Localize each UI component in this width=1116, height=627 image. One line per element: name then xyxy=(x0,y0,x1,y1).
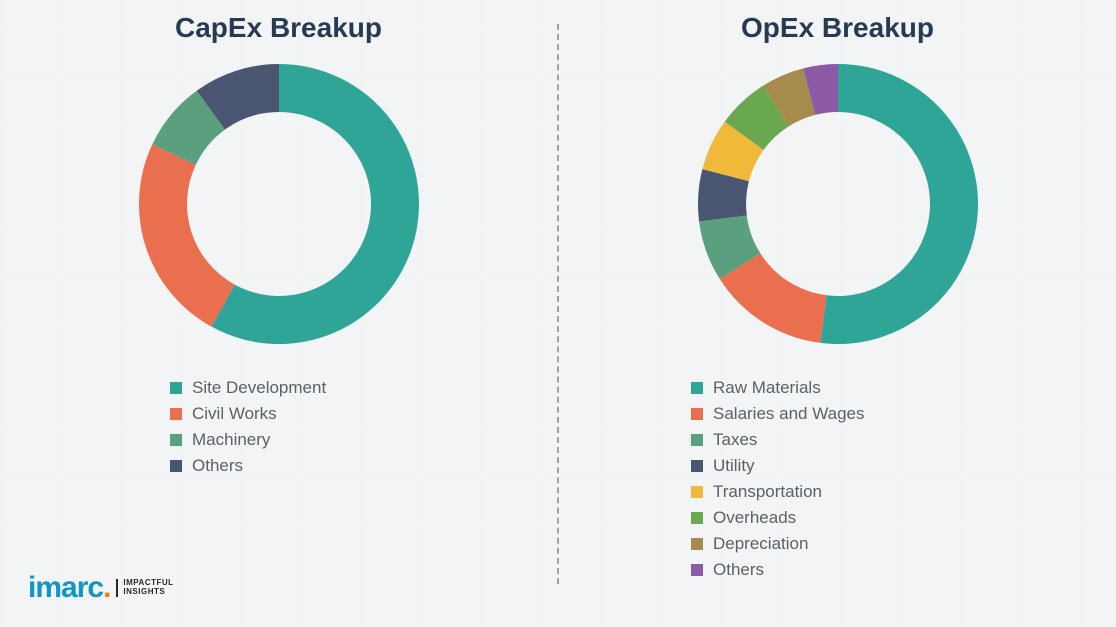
brand-name: imarc. xyxy=(28,571,110,605)
legend-label: Overheads xyxy=(713,508,796,528)
charts-row: CapEx Breakup Site Development Civil Work… xyxy=(0,0,1116,627)
legend-label: Machinery xyxy=(192,430,270,450)
legend-item: Depreciation xyxy=(691,534,865,554)
capex-title: CapEx Breakup xyxy=(175,12,382,44)
legend-item: Machinery xyxy=(170,430,326,450)
legend-label: Taxes xyxy=(713,430,757,450)
legend-swatch-icon xyxy=(691,434,703,446)
legend-item: Transportation xyxy=(691,482,865,502)
legend-item: Others xyxy=(170,456,326,476)
legend-label: Others xyxy=(192,456,243,476)
legend-item: Raw Materials xyxy=(691,378,865,398)
legend-label: Depreciation xyxy=(713,534,808,554)
legend-item: Utility xyxy=(691,456,865,476)
legend-swatch-icon xyxy=(691,538,703,550)
legend-label: Salaries and Wages xyxy=(713,404,865,424)
legend-label: Transportation xyxy=(713,482,822,502)
capex-legend: Site Development Civil Works Machinery Othe… xyxy=(170,372,326,482)
legend-swatch-icon xyxy=(691,382,703,394)
legend-label: Site Development xyxy=(192,378,326,398)
capex-panel: CapEx Breakup Site Development Civil Work… xyxy=(0,0,557,627)
opex-title: OpEx Breakup xyxy=(741,12,934,44)
brand-tagline: IMPACTFUL INSIGHTS xyxy=(116,579,173,597)
brand-logo: imarc. IMPACTFUL INSIGHTS xyxy=(28,571,174,605)
legend-swatch-icon xyxy=(691,486,703,498)
capex-donut xyxy=(129,54,429,354)
legend-swatch-icon xyxy=(691,408,703,420)
legend-item: Site Development xyxy=(170,378,326,398)
legend-item: Taxes xyxy=(691,430,865,450)
legend-swatch-icon xyxy=(170,382,182,394)
legend-swatch-icon xyxy=(170,408,182,420)
legend-swatch-icon xyxy=(170,434,182,446)
brand-tagline-l1: IMPACTFUL xyxy=(123,578,173,587)
opex-donut-svg xyxy=(688,54,988,354)
legend-label: Civil Works xyxy=(192,404,277,424)
legend-swatch-icon xyxy=(691,564,703,576)
legend-item: Civil Works xyxy=(170,404,326,424)
donut-slice xyxy=(138,144,234,326)
capex-donut-svg xyxy=(129,54,429,354)
legend-swatch-icon xyxy=(170,460,182,472)
brand-text: imarc xyxy=(28,571,103,604)
legend-swatch-icon xyxy=(691,460,703,472)
legend-item: Salaries and Wages xyxy=(691,404,865,424)
legend-label: Raw Materials xyxy=(713,378,821,398)
brand-dot-icon: . xyxy=(103,571,110,604)
opex-panel: OpEx Breakup Raw Materials Salaries and W… xyxy=(559,0,1116,627)
opex-legend: Raw Materials Salaries and Wages Taxes Util… xyxy=(691,372,865,586)
brand-tagline-l2: INSIGHTS xyxy=(123,587,165,596)
donut-slice xyxy=(820,64,978,344)
opex-donut xyxy=(688,54,988,354)
legend-item: Overheads xyxy=(691,508,865,528)
legend-item: Others xyxy=(691,560,865,580)
legend-label: Utility xyxy=(713,456,755,476)
legend-label: Others xyxy=(713,560,764,580)
legend-swatch-icon xyxy=(691,512,703,524)
